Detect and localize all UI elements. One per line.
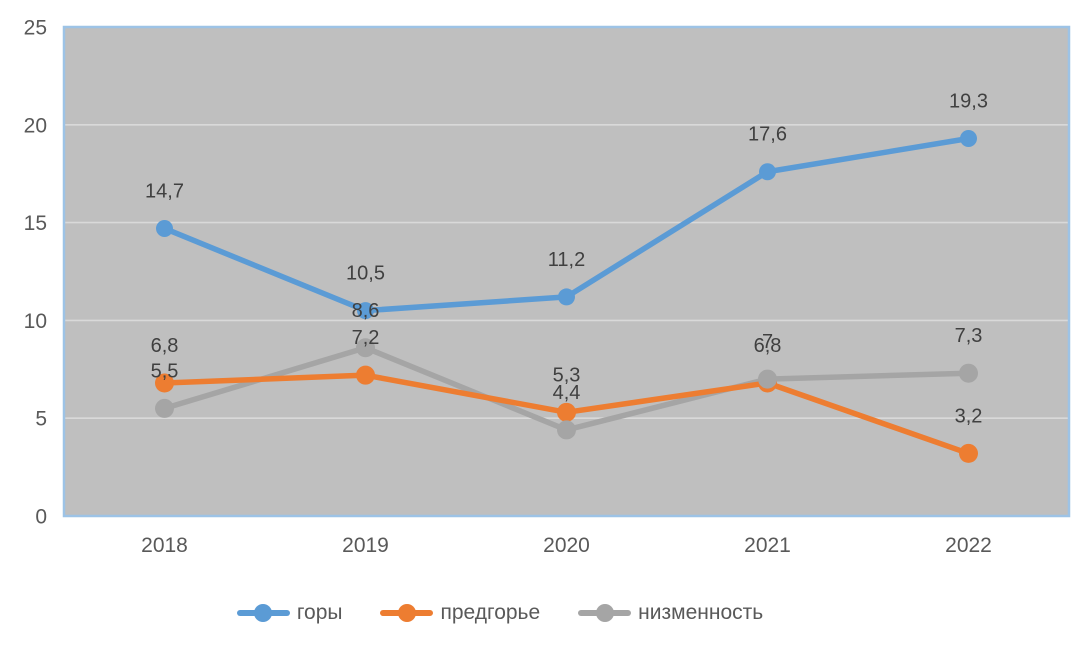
data-label-0-4: 19,3 xyxy=(949,90,988,112)
data-point-marker-2-1 xyxy=(356,338,375,358)
x-tick-label: 2019 xyxy=(342,534,389,557)
data-label-1-2: 5,3 xyxy=(553,364,581,386)
data-label-0-2: 11,2 xyxy=(548,249,585,271)
data-label-2-3: 7 xyxy=(762,331,773,353)
data-point-marker-1-2 xyxy=(557,402,576,422)
legend-item-1: предгорье xyxy=(380,601,540,625)
data-point-marker-0-1 xyxy=(357,302,374,320)
data-point-marker-0-3 xyxy=(759,163,776,181)
data-point-marker-0-0 xyxy=(156,219,173,237)
x-tick-label: 2021 xyxy=(744,534,791,557)
legend-line-marker-icon xyxy=(380,603,434,623)
chart-legend: горы предгорье низменность xyxy=(0,601,1000,625)
data-point-marker-2-3 xyxy=(758,369,777,389)
legend-item-0: горы xyxy=(236,601,343,625)
data-label-0-3: 17,6 xyxy=(748,124,787,146)
legend-line-marker-icon xyxy=(578,603,632,623)
y-tick-label: 0 xyxy=(35,506,47,529)
data-label-1-1: 7,2 xyxy=(352,327,380,349)
data-point-marker-2-0 xyxy=(155,398,174,418)
data-label-1-3: 6,8 xyxy=(754,335,782,357)
data-point-marker-0-2 xyxy=(558,288,575,306)
y-tick-label: 10 xyxy=(24,310,47,333)
legend-line-marker-icon xyxy=(236,603,290,623)
data-label-2-4: 7,3 xyxy=(955,325,983,347)
y-tick-label: 5 xyxy=(35,408,47,431)
legend-label: предгорье xyxy=(440,601,541,624)
data-point-marker-0-4 xyxy=(960,129,977,147)
plot-area xyxy=(64,27,1069,516)
data-label-2-1: 8,6 xyxy=(352,300,380,322)
x-tick-label: 2020 xyxy=(543,534,590,557)
legend-label: горы xyxy=(296,601,343,624)
data-point-marker-2-2 xyxy=(557,420,576,440)
data-point-marker-1-1 xyxy=(356,365,375,385)
data-label-0-0: 14,7 xyxy=(145,180,184,202)
x-tick-label: 2022 xyxy=(945,534,992,557)
data-point-marker-2-4 xyxy=(959,363,978,383)
legend-label: низменность xyxy=(638,601,764,624)
x-tick-label: 2018 xyxy=(141,534,188,557)
y-tick-label: 25 xyxy=(24,17,47,40)
plot-border xyxy=(62,25,1071,518)
data-label-2-2: 4,4 xyxy=(553,382,581,404)
data-label-2-0: 5,5 xyxy=(151,360,179,382)
y-tick-label: 20 xyxy=(24,114,47,137)
data-point-marker-1-0 xyxy=(155,373,174,393)
legend-item-2: низменность xyxy=(578,601,763,625)
data-label-1-4: 3,2 xyxy=(955,405,983,427)
data-label-1-0: 6,8 xyxy=(151,335,179,357)
data-point-marker-1-4 xyxy=(959,443,978,463)
y-tick-label: 15 xyxy=(24,212,47,235)
data-label-0-1: 10,5 xyxy=(346,263,385,285)
